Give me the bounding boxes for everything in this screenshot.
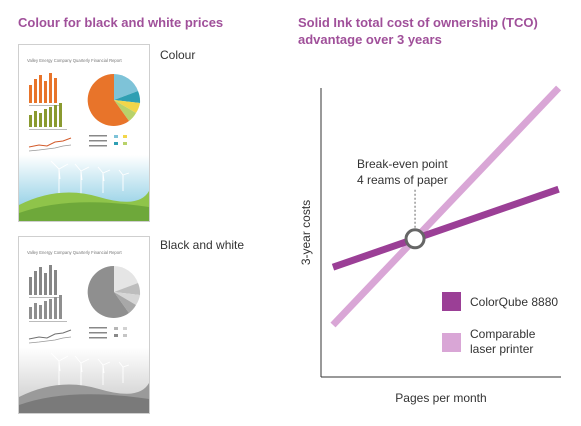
tco-chart: 3-year costs Pages per month Break-even … bbox=[299, 85, 562, 405]
series-line-laser bbox=[330, 85, 562, 328]
mini-line-chart bbox=[28, 137, 72, 152]
legend-label-laser: Comparable laser printer bbox=[470, 327, 536, 356]
report-title: Valley Energy Company Quarterly Financia… bbox=[27, 250, 122, 255]
y-axis-label: 3-year costs bbox=[299, 200, 313, 265]
mini-legend bbox=[89, 135, 127, 147]
series-line-colorqube bbox=[331, 185, 560, 271]
bw-label: Black and white bbox=[160, 238, 245, 252]
wind-turbines bbox=[50, 160, 130, 197]
break-even-label: Break-even point bbox=[357, 157, 448, 171]
colour-label: Colour bbox=[160, 48, 196, 62]
break-even-sublabel: 4 reams of paper bbox=[357, 173, 448, 187]
break-even-marker bbox=[404, 228, 426, 250]
legend-label-colorqube: ColorQube 8880 bbox=[470, 295, 559, 309]
report-title: Valley Energy Company Quarterly Financia… bbox=[27, 58, 122, 63]
mini-pie-chart bbox=[87, 73, 141, 126]
left-heading: Colour for black and white prices bbox=[18, 15, 224, 30]
bw-report-thumbnail: Valley Energy Company Quarterly Financia… bbox=[18, 236, 150, 414]
colour-report-thumbnail: Valley Energy Company Quarterly Financia… bbox=[18, 44, 150, 222]
legend-swatch-colorqube bbox=[442, 292, 461, 311]
x-axis-label: Pages per month bbox=[395, 391, 486, 405]
mini-bar-chart-1 bbox=[29, 73, 59, 106]
mini-bar-chart-2 bbox=[29, 103, 67, 130]
legend-swatch-laser bbox=[442, 333, 461, 352]
chart-heading: Solid Ink total cost of ownership (TCO) … bbox=[298, 15, 538, 47]
